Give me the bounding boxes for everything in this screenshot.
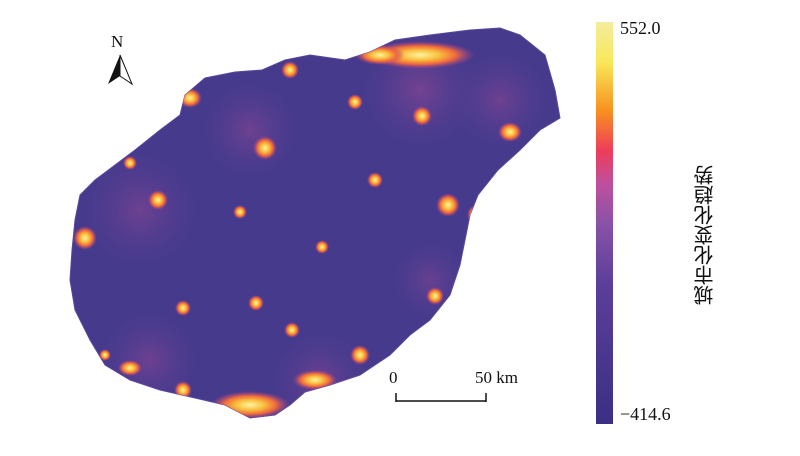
north-label: N — [111, 32, 124, 51]
scale-start-label: 0 — [389, 368, 398, 387]
legend-min-label: −414.6 — [620, 404, 671, 424]
legend-colorbar — [596, 22, 613, 424]
legend-max-label: 552.0 — [620, 18, 661, 38]
north-arrow-icon — [108, 54, 134, 86]
legend-title: 城市化变化趋势 — [693, 165, 717, 305]
scale-bar — [395, 393, 487, 402]
scale-end-label: 50 km — [475, 368, 518, 387]
